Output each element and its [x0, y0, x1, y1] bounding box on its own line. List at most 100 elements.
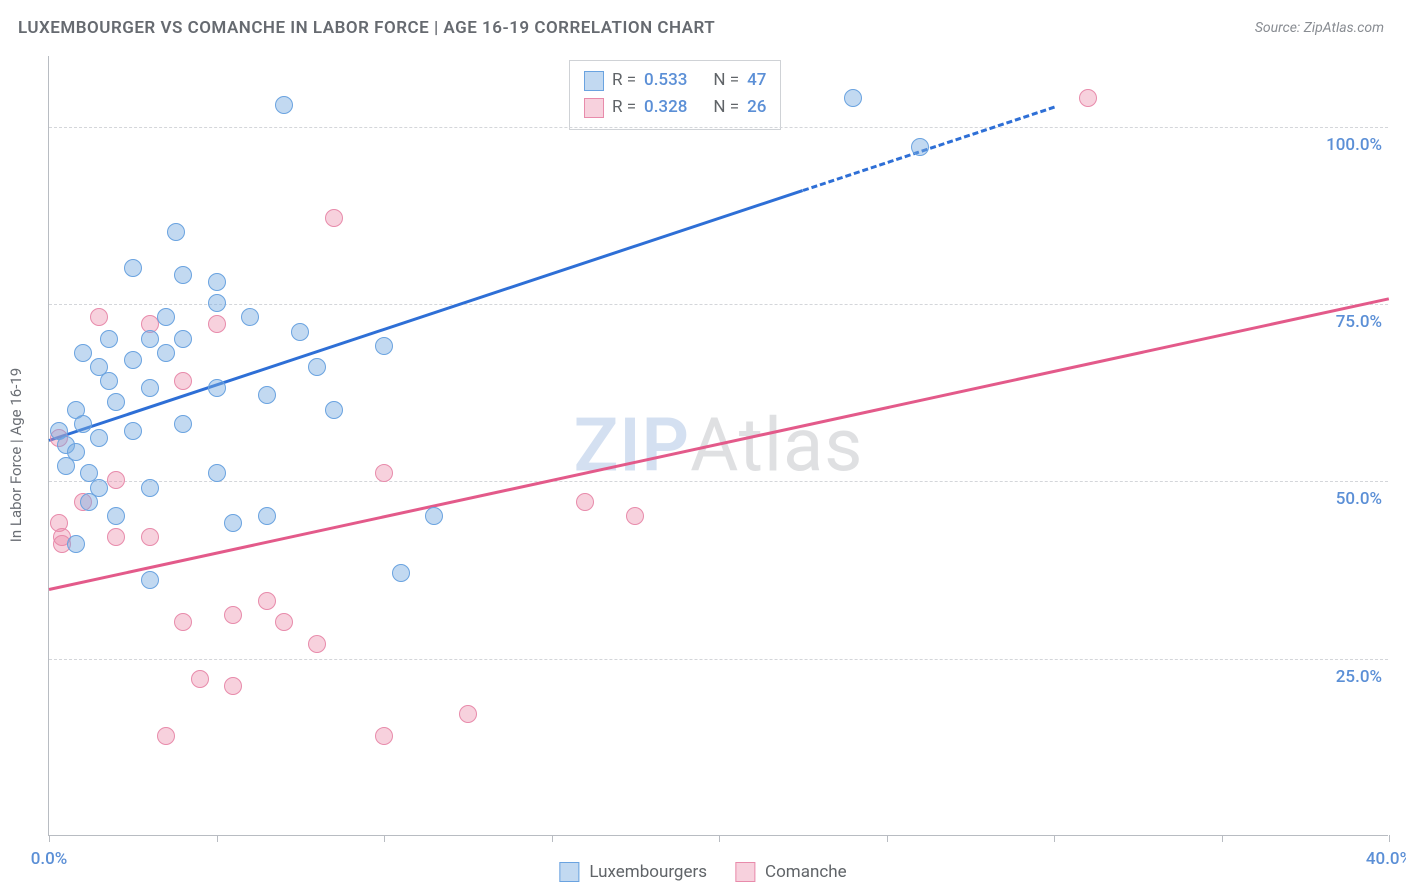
data-point-comanche: [191, 670, 209, 688]
x-tick: [49, 835, 50, 842]
data-point-luxembourgers: [67, 535, 85, 553]
x-tick: [719, 835, 720, 842]
n-value: 47: [747, 67, 766, 94]
data-point-luxembourgers: [90, 429, 108, 447]
gridline: [49, 127, 1388, 128]
data-point-luxembourgers: [100, 330, 118, 348]
x-tick: [1054, 835, 1055, 842]
data-point-luxembourgers: [258, 386, 276, 404]
stats-row-comanche: R = 0.328 N = 26: [584, 94, 766, 121]
data-point-comanche: [157, 727, 175, 745]
data-point-luxembourgers: [100, 372, 118, 390]
y-axis-label: In Labor Force | Age 16-19: [7, 368, 25, 542]
data-point-comanche: [174, 613, 192, 631]
x-tick: [217, 835, 218, 842]
gridline: [49, 659, 1388, 660]
data-point-luxembourgers: [208, 464, 226, 482]
legend-swatch-luxembourgers: [559, 862, 579, 882]
data-point-luxembourgers: [107, 507, 125, 525]
data-point-luxembourgers: [157, 308, 175, 326]
gridline: [49, 481, 1388, 482]
data-point-luxembourgers: [258, 507, 276, 525]
stats-legend: R = 0.533 N = 47 R = 0.328 N = 26: [569, 60, 781, 130]
stats-swatch: [584, 71, 604, 91]
y-tick-label: 50.0%: [1328, 487, 1390, 511]
data-point-luxembourgers: [141, 330, 159, 348]
legend-label-luxembourgers: Luxembourgers: [589, 862, 707, 882]
y-tick-label: 25.0%: [1328, 665, 1390, 689]
x-tick: [887, 835, 888, 842]
data-point-comanche: [576, 493, 594, 511]
data-point-comanche: [626, 507, 644, 525]
data-point-luxembourgers: [174, 415, 192, 433]
x-tick: [1389, 835, 1390, 842]
y-tick-label: 100.0%: [1318, 133, 1390, 157]
stats-row-luxembourgers: R = 0.533 N = 47: [584, 67, 766, 94]
data-point-comanche: [174, 372, 192, 390]
data-point-luxembourgers: [241, 308, 259, 326]
data-point-luxembourgers: [208, 379, 226, 397]
data-point-luxembourgers: [107, 393, 125, 411]
data-point-luxembourgers: [124, 351, 142, 369]
data-point-comanche: [208, 315, 226, 333]
data-point-comanche: [275, 613, 293, 631]
plot-area: ZIPAtlas R =0.533N =47R =0.328N =26 25.0…: [48, 56, 1388, 836]
data-point-comanche: [107, 471, 125, 489]
data-point-luxembourgers: [275, 96, 293, 114]
data-point-luxembourgers: [124, 422, 142, 440]
data-point-comanche: [459, 705, 477, 723]
data-point-luxembourgers: [174, 330, 192, 348]
data-point-luxembourgers: [67, 443, 85, 461]
y-tick-label: 75.0%: [1328, 310, 1390, 334]
data-point-luxembourgers: [74, 344, 92, 362]
chart-title: LUXEMBOURGER VS COMANCHE IN LABOR FORCE …: [18, 18, 715, 38]
data-point-luxembourgers: [844, 89, 862, 107]
data-point-luxembourgers: [124, 259, 142, 277]
data-point-luxembourgers: [911, 138, 929, 156]
data-point-luxembourgers: [291, 323, 309, 341]
x-tick: [384, 835, 385, 842]
gridline: [49, 304, 1388, 305]
data-point-comanche: [325, 209, 343, 227]
data-point-luxembourgers: [392, 564, 410, 582]
trend-line: [49, 297, 1390, 591]
data-point-luxembourgers: [208, 273, 226, 291]
data-point-luxembourgers: [224, 514, 242, 532]
data-point-luxembourgers: [141, 571, 159, 589]
series-legend: Luxembourgers Comanche: [559, 862, 846, 882]
data-point-comanche: [224, 677, 242, 695]
n-label: N =: [713, 94, 739, 121]
data-point-comanche: [258, 592, 276, 610]
data-point-luxembourgers: [375, 337, 393, 355]
n-label: N =: [713, 67, 739, 94]
data-point-luxembourgers: [157, 344, 175, 362]
data-point-luxembourgers: [90, 479, 108, 497]
data-point-comanche: [1079, 89, 1097, 107]
data-point-luxembourgers: [208, 294, 226, 312]
data-point-comanche: [224, 606, 242, 624]
data-point-comanche: [375, 727, 393, 745]
r-value: 0.328: [644, 94, 687, 121]
source-label: Source: ZipAtlas.com: [1255, 20, 1384, 36]
data-point-luxembourgers: [141, 479, 159, 497]
data-point-comanche: [141, 528, 159, 546]
r-label: R =: [612, 94, 636, 121]
watermark-zip: ZIP: [574, 402, 691, 489]
legend-item-luxembourgers: Luxembourgers: [559, 862, 707, 882]
data-point-luxembourgers: [141, 379, 159, 397]
stats-swatch: [584, 98, 604, 118]
x-tick: [1222, 835, 1223, 842]
r-label: R =: [612, 67, 636, 94]
n-value: 26: [747, 94, 766, 121]
x-tick-label: 40.0%: [1366, 849, 1406, 869]
legend-label-comanche: Comanche: [765, 862, 847, 882]
data-point-comanche: [308, 635, 326, 653]
data-point-luxembourgers: [167, 223, 185, 241]
data-point-comanche: [375, 464, 393, 482]
r-value: 0.533: [644, 67, 687, 94]
data-point-comanche: [107, 528, 125, 546]
legend-swatch-comanche: [735, 862, 755, 882]
x-tick-label: 0.0%: [31, 849, 68, 869]
data-point-luxembourgers: [308, 358, 326, 376]
legend-item-comanche: Comanche: [735, 862, 847, 882]
